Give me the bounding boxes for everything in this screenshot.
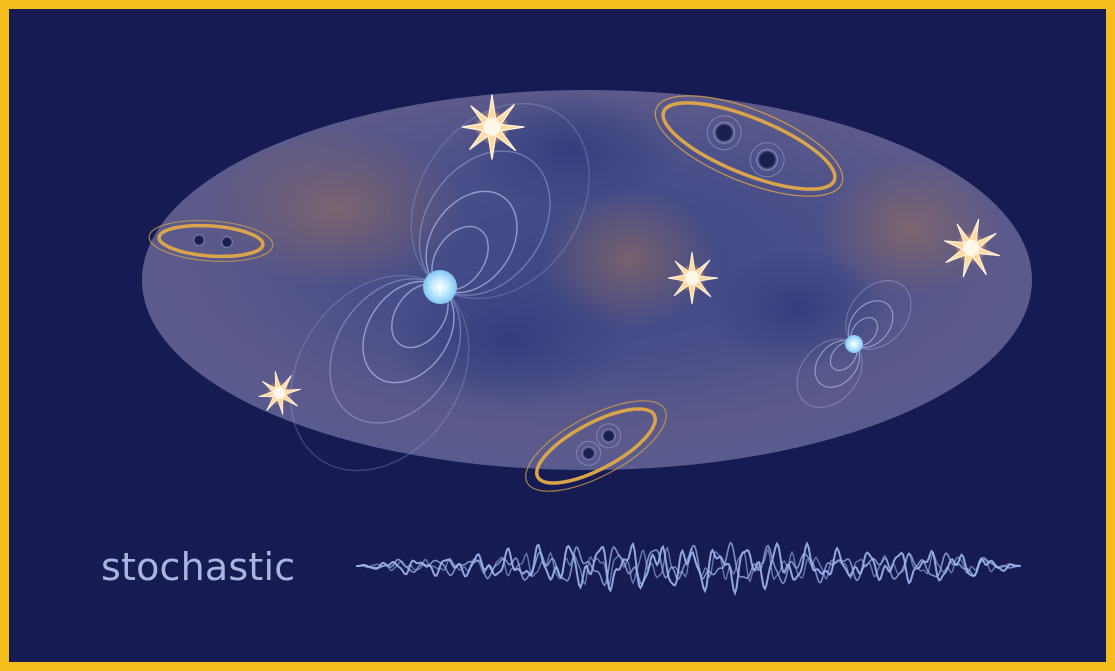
binary-system-top bbox=[654, 95, 844, 197]
binary-black-hole-icon bbox=[601, 428, 616, 443]
stochastic-waveform bbox=[356, 541, 1021, 596]
binary-black-hole-icon bbox=[193, 234, 206, 247]
pulsar-small bbox=[796, 280, 912, 408]
stochastic-label: stochastic bbox=[101, 545, 296, 589]
binary-black-hole-icon bbox=[756, 148, 779, 171]
gravitational-wave-sky-diagram bbox=[142, 90, 1032, 596]
sky-map bbox=[142, 90, 1032, 470]
binary-system-left bbox=[148, 219, 274, 263]
binary-black-hole-icon bbox=[713, 121, 736, 144]
binary-black-hole-icon bbox=[220, 236, 233, 249]
pulsar-large bbox=[290, 102, 590, 472]
pulsar-icon bbox=[423, 270, 457, 304]
binary-black-hole-icon bbox=[581, 446, 596, 461]
pulsar-icon bbox=[845, 335, 863, 353]
binary-system-bottom bbox=[525, 400, 667, 492]
